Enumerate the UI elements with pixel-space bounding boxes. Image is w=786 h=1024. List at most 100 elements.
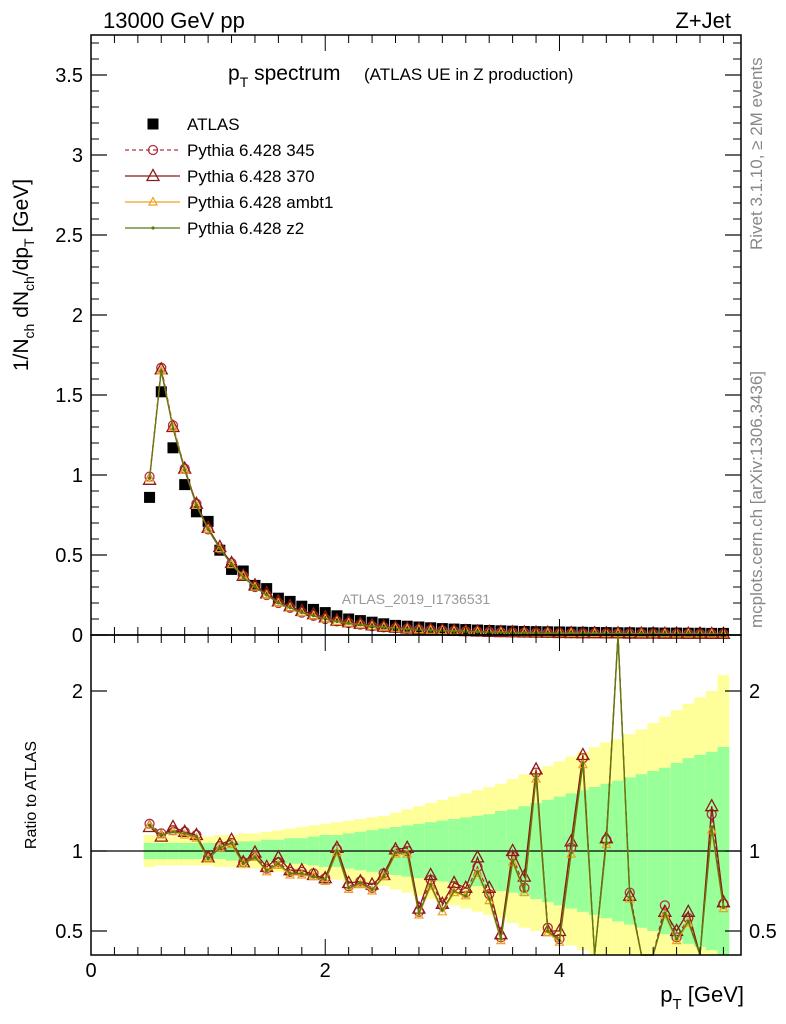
point-pythia-6-428-370	[517, 624, 532, 638]
ratio-point-pythia-6-428-ambt1	[413, 909, 424, 919]
point-pythia-6-428-ambt1	[659, 627, 670, 638]
point-pythia-6-428-z2	[183, 468, 187, 472]
ratio-axes: 0.5 0.5 1 1 2 2 0 2 4	[55, 635, 777, 982]
ratio-point-pythia-6-428-z2	[393, 851, 398, 855]
ratio-point-pythia-6-428-z2	[347, 886, 351, 890]
ratio-point-pythia-6-428-z2	[300, 871, 304, 876]
main-axes: 0 0.5 1 1.5 2 2.5 3 3.5	[55, 35, 741, 647]
point-atlas	[296, 600, 308, 612]
point-pythia-6-428-370	[681, 625, 696, 639]
x-tick-label: 2	[320, 960, 331, 982]
point-pythia-6-428-370	[376, 618, 391, 632]
y-tick-label: 0.5	[55, 545, 83, 567]
ratio-point-pythia-6-428-ambt1	[507, 856, 518, 866]
ratio-point-pythia-6-428-z2	[440, 908, 444, 912]
ratio-y-tick-label: 2	[72, 681, 83, 703]
y-tick-label: 2	[72, 305, 83, 327]
point-atlas	[471, 624, 483, 636]
ratio-point-pythia-6-428-z2	[358, 881, 362, 885]
ratio-point-pythia-6-428-z2	[276, 862, 280, 866]
main-y-axis-label: 1/Nch dNch/dpT [GeV]	[10, 179, 37, 371]
point-pythia-6-428-z2	[405, 627, 409, 631]
point-pythia-6-428-z2	[265, 593, 269, 597]
ratio-point-pythia-6-428-370	[318, 870, 333, 884]
point-pythia-6-428-ambt1	[203, 523, 214, 534]
point-pythia-6-428-ambt1	[402, 623, 413, 633]
ratio-point-pythia-6-428-ambt1	[659, 909, 670, 919]
point-pythia-6-428-z2	[241, 575, 245, 580]
ratio-point-pythia-6-428-z2	[475, 870, 480, 874]
ratio-point-pythia-6-428-z2	[265, 868, 269, 872]
point-pythia-6-428-z2	[593, 631, 597, 636]
ratio-point-pythia-6-428-370	[552, 923, 567, 937]
point-pythia-6-428-z2	[159, 369, 163, 373]
ratio-point-pythia-6-428-ambt1	[671, 934, 682, 945]
ratio-point-pythia-6-428-ambt1	[472, 867, 483, 878]
point-pythia-6-428-ambt1	[425, 624, 436, 634]
ratio-point-pythia-6-428-z2	[569, 851, 573, 855]
ratio-point-pythia-6-428-z2	[686, 919, 690, 924]
ratio-series	[142, 634, 731, 956]
ratio-point-pythia-6-428-ambt1	[331, 846, 342, 857]
process-label: Z+Jet	[675, 8, 731, 33]
ratio-point-pythia-6-428-z2	[253, 855, 257, 860]
ratio-point-pythia-6-428-z2	[382, 875, 386, 879]
ratio-point-pythia-6-428-z2	[183, 831, 187, 836]
y-tick-label: 3.5	[55, 65, 83, 87]
point-pythia-6-428-370	[564, 625, 579, 639]
ratio-point-pythia-6-428-ambt1	[718, 902, 729, 913]
point-pythia-6-428-z2	[522, 631, 526, 635]
y-tick-label: 2.5	[55, 225, 83, 247]
ratio-point-pythia-6-428-ambt1	[285, 869, 296, 879]
ratio-point-pythia-6-428-ambt1	[437, 906, 448, 916]
point-pythia-6-428-ambt1	[144, 472, 155, 482]
ratio-point-pythia-6-428-z2	[464, 894, 468, 898]
legend-label-pythia-6-428-z2: Pythia 6.428 z2	[187, 219, 304, 238]
point-pythia-6-428-z2	[276, 601, 280, 605]
point-pythia-6-428-z2	[382, 625, 386, 630]
ratio-point-pythia-6-428-z2	[323, 878, 327, 882]
point-pythia-6-428-370	[704, 626, 719, 640]
point-pythia-6-428-370	[493, 624, 509, 638]
point-pythia-6-428-ambt1	[378, 621, 389, 631]
x-axis-label: pT [GeV]	[660, 982, 744, 1013]
point-pythia-6-428-370	[657, 625, 672, 639]
ratio-point-pythia-6-428-z2	[663, 911, 667, 916]
ratio-point-pythia-6-428-z2	[335, 849, 339, 853]
point-pythia-6-428-370	[540, 624, 555, 638]
point-pythia-6-428-z2	[171, 427, 175, 431]
ratio-point-pythia-6-428-370	[564, 833, 579, 847]
ratio-point-pythia-6-428-z2	[534, 774, 538, 778]
ratio-point-pythia-6-428-345	[671, 932, 682, 943]
ratio-y-tick-label: 0.5	[55, 921, 83, 943]
point-pythia-6-428-ambt1	[683, 628, 694, 638]
y-tick-label: 1.5	[55, 385, 83, 407]
ratio-point-pythia-6-428-370	[177, 823, 192, 837]
series-line-pythia-6-428-z2	[148, 370, 724, 635]
ratio-line-pythia-6-428-z2	[149, 634, 725, 956]
legend-marker-pythia-6-428-z2	[151, 226, 155, 230]
point-pythia-6-428-370	[587, 625, 602, 639]
point-atlas	[319, 607, 331, 619]
ratio-point-pythia-6-428-z2	[674, 937, 679, 941]
point-pythia-6-428-z2	[569, 631, 573, 635]
mcplots-label: mcplots.cern.ch [arXiv:1306.3436]	[747, 371, 766, 628]
ratio-point-pythia-6-428-ambt1	[167, 826, 178, 836]
point-atlas	[284, 595, 296, 607]
point-pythia-6-428-ambt1	[706, 628, 717, 638]
point-atlas	[167, 442, 179, 454]
ratio-point-pythia-6-428-z2	[429, 883, 433, 887]
point-pythia-6-428-z2	[194, 503, 199, 507]
ratio-point-pythia-6-428-ambt1	[249, 851, 260, 862]
point-pythia-6-428-ambt1	[191, 499, 202, 509]
point-pythia-6-428-ambt1	[214, 542, 225, 553]
ratio-point-pythia-6-428-z2	[171, 830, 175, 834]
ratio-point-pythia-6-428-ambt1	[343, 883, 354, 894]
collision-label: 13000 GeV pp	[103, 8, 245, 33]
x-tick-label: 0	[85, 960, 96, 982]
y-tick-label: 0	[72, 625, 83, 647]
ratio-point-pythia-6-428-ambt1	[519, 886, 530, 897]
ratio-y-tick-label-right: 1	[749, 841, 760, 863]
legend-label-pythia-6-428-345: Pythia 6.428 345	[187, 141, 315, 160]
ratio-point-pythia-6-428-z2	[581, 761, 585, 765]
